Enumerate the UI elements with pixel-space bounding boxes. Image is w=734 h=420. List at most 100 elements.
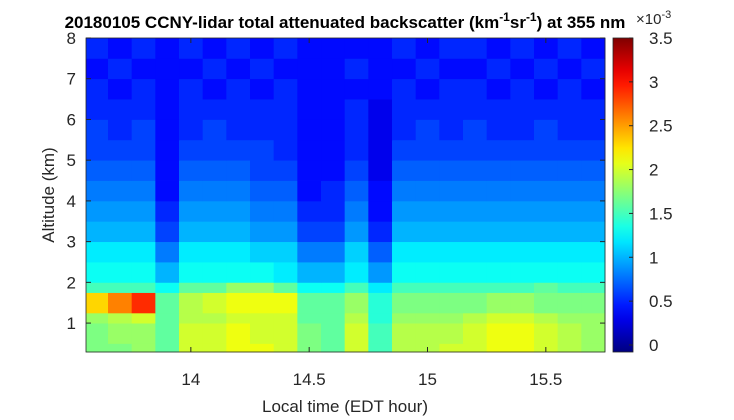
- heatmap-cell: [392, 221, 417, 243]
- heatmap-cell: [581, 323, 606, 344]
- y-tick-label: 1: [67, 314, 76, 333]
- colorbar-tick-label: 1: [649, 248, 658, 267]
- heatmap-cell: [202, 292, 227, 314]
- heatmap-cell: [368, 323, 393, 344]
- heatmap-cell: [273, 99, 298, 120]
- heatmap-cell: [131, 221, 156, 243]
- heatmap-cell: [415, 241, 440, 263]
- heatmap-cell: [368, 139, 393, 161]
- x-tick-label: 15.5: [529, 370, 562, 389]
- heatmap-cell: [439, 180, 464, 202]
- heatmap-cell: [250, 78, 275, 100]
- heatmap-cell: [486, 38, 511, 59]
- heatmap-cell: [155, 200, 180, 222]
- x-tick-label: 14.5: [293, 370, 326, 389]
- heatmap-cell: [439, 200, 464, 222]
- heatmap-cell: [250, 160, 275, 181]
- heatmap-cell: [534, 160, 559, 181]
- heatmap-cell: [392, 200, 417, 222]
- heatmap-cell: [297, 78, 322, 100]
- heatmap-cell: [510, 200, 535, 222]
- heatmap-cell: [179, 261, 204, 283]
- heatmap-cell: [202, 282, 227, 293]
- heatmap-cell: [486, 160, 511, 181]
- heatmap-cell: [344, 200, 369, 222]
- heatmap-cell: [179, 282, 204, 293]
- heatmap-cell: [486, 200, 511, 222]
- heatmap-cell: [108, 282, 133, 293]
- heatmap-cell: [179, 312, 204, 324]
- heatmap-cell: [202, 160, 227, 181]
- heatmap-cell: [415, 292, 440, 314]
- y-tick-label: 8: [67, 29, 76, 48]
- heatmap-cell: [273, 38, 298, 59]
- heatmap-cell: [108, 119, 133, 141]
- heatmap-cell: [250, 312, 275, 324]
- heatmap-cell: [392, 180, 417, 202]
- heatmap-cell: [510, 261, 535, 283]
- heatmap-cell: [557, 292, 582, 314]
- heatmap-cell: [131, 200, 156, 222]
- x-tick-label: 14: [181, 370, 200, 389]
- heatmap-cell: [250, 99, 275, 120]
- heatmap-cell: [86, 78, 109, 100]
- heatmap-cell: [273, 343, 298, 353]
- heatmap-cell: [86, 292, 109, 314]
- heatmap-cell: [463, 180, 488, 202]
- heatmap-cell: [581, 180, 606, 202]
- heatmap-cell: [368, 261, 393, 283]
- heatmap-cell: [510, 99, 535, 120]
- heatmap-cell: [368, 38, 393, 59]
- heatmap-cell: [131, 160, 156, 181]
- heatmap-cell: [226, 58, 251, 80]
- heatmap-cell: [226, 78, 251, 100]
- heatmap-cell: [250, 261, 275, 283]
- heatmap-cell: [297, 292, 322, 314]
- heatmap-cell: [273, 180, 298, 202]
- heatmap-cell: [510, 241, 535, 263]
- heatmap-cell: [439, 99, 464, 120]
- heatmap-cell: [439, 292, 464, 314]
- heatmap-cell: [392, 58, 417, 80]
- colorbar-tick-label: 3: [649, 73, 658, 92]
- heatmap-cell: [392, 282, 417, 293]
- heatmap-cell: [557, 180, 582, 202]
- heatmap-cell: [131, 312, 156, 324]
- heatmap-cell: [250, 292, 275, 314]
- heatmap-cell: [510, 38, 535, 59]
- heatmap-cell: [108, 241, 133, 263]
- heatmap-cell: [108, 58, 133, 80]
- heatmap-cell: [439, 261, 464, 283]
- heatmap-cell: [108, 180, 133, 202]
- heatmap-cell: [510, 292, 535, 314]
- heatmap-cell: [557, 241, 582, 263]
- heatmap-cell: [415, 119, 440, 141]
- heatmap-cell: [415, 99, 440, 120]
- y-tick-label: 3: [67, 233, 76, 252]
- heatmap-cell: [226, 99, 251, 120]
- heatmap-cell: [415, 323, 440, 344]
- heatmap-cell: [179, 241, 204, 263]
- heatmap-cell: [392, 119, 417, 141]
- heatmap-cell: [534, 292, 559, 314]
- heatmap-cell: [131, 139, 156, 161]
- heatmap-cell: [131, 119, 156, 141]
- y-tick-label: 7: [67, 70, 76, 89]
- colorbar-tick-label: 0: [649, 336, 658, 355]
- heatmap-cell: [108, 312, 133, 324]
- colorbar-tick-label: 2.5: [649, 117, 673, 136]
- heatmap-cell: [273, 312, 298, 324]
- heatmap-cell: [534, 282, 559, 293]
- heatmap-cell: [534, 119, 559, 141]
- heatmap-cell: [392, 241, 417, 263]
- heatmap-cell: [392, 343, 417, 353]
- heatmap-cell: [557, 78, 582, 100]
- heatmap-cell: [226, 241, 251, 263]
- heatmap-cell: [297, 261, 322, 283]
- heatmap-cell: [557, 200, 582, 222]
- heatmap-cell: [534, 312, 559, 324]
- heatmap-cell: [392, 323, 417, 344]
- heatmap-cell: [368, 180, 393, 202]
- heatmap-cell: [131, 323, 156, 344]
- heatmap-cell: [179, 58, 204, 80]
